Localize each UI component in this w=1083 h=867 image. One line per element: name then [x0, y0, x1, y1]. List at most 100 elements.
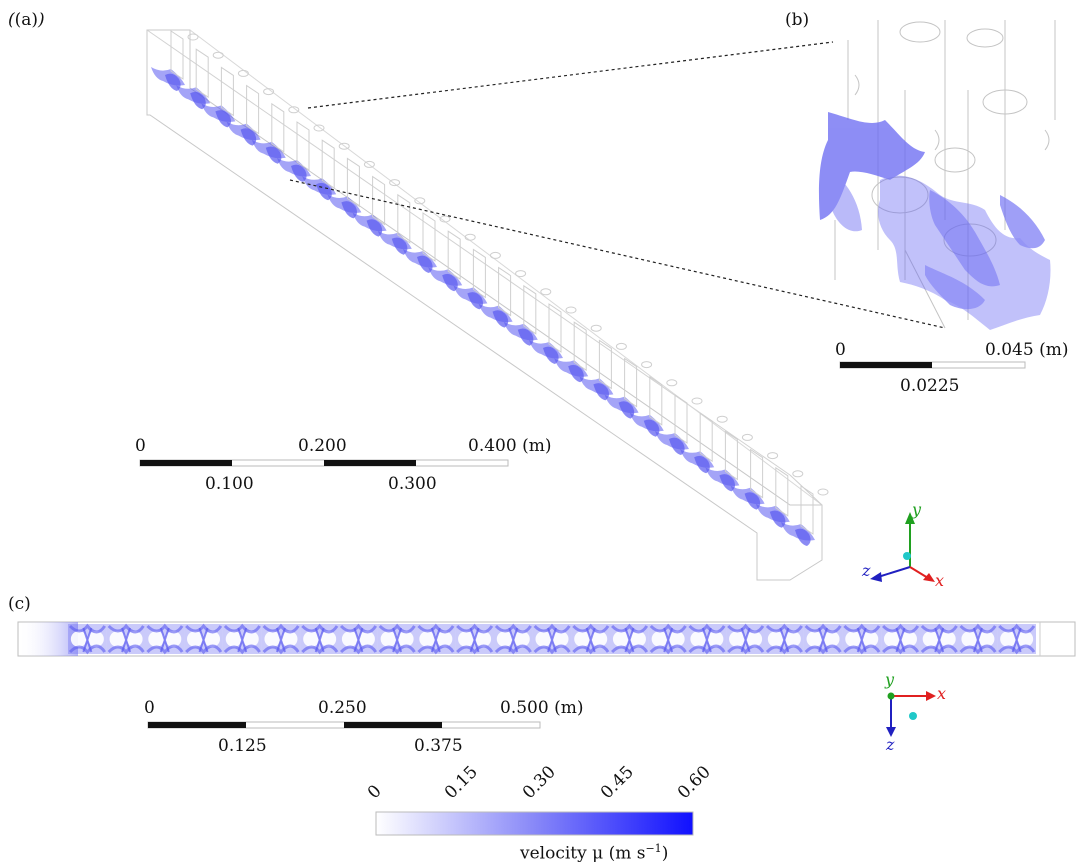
- channel-3d-view: [146, 29, 829, 581]
- flow-pattern-horizontal: [68, 623, 1036, 655]
- flow-cell: [106, 623, 146, 655]
- flow-cell: [145, 623, 185, 655]
- segment-cell: [321, 139, 335, 190]
- flow-blob: [417, 255, 433, 273]
- scalebar-c-tick-500: 0.500 (m): [500, 698, 584, 718]
- flow-cell: [493, 623, 533, 655]
- scalebar-b: [839, 361, 1026, 369]
- panel-label-b: (b): [785, 10, 810, 30]
- segment-hole: [792, 470, 804, 478]
- panel-label-c: (c): [8, 594, 31, 614]
- segment-hole: [691, 397, 703, 405]
- segment-hole: [464, 233, 476, 241]
- flow-blob: [391, 237, 408, 255]
- segment-cell: [372, 175, 386, 226]
- flow-cell: [610, 623, 649, 655]
- segment-hole: [741, 433, 753, 441]
- segment-hole: [389, 179, 401, 187]
- flow-cell: [261, 623, 301, 655]
- segment-hole: [515, 270, 527, 278]
- scalebar-c-tick-125: 0.125: [218, 736, 267, 756]
- segment-cell: [170, 30, 184, 80]
- segment-cell: [800, 485, 814, 535]
- flow-cell: [300, 623, 340, 655]
- flow-blob: [744, 492, 761, 510]
- flow-cell: [222, 623, 262, 655]
- segment-hole: [666, 379, 678, 387]
- flow-blob: [165, 73, 181, 91]
- flow-blob: [618, 401, 635, 419]
- scalebar-b-tick-0: 0: [835, 340, 846, 360]
- flow-streak-diagonal: [151, 67, 815, 546]
- segment-cell: [271, 102, 285, 153]
- flow-blob: [442, 273, 458, 292]
- segment-hole: [338, 142, 350, 150]
- flow-blob: [719, 474, 735, 492]
- flow-blob: [215, 110, 231, 128]
- flow-cell: [571, 623, 611, 655]
- flow-cell: [68, 623, 107, 655]
- flow-cell: [416, 623, 456, 655]
- flow-cell: [958, 623, 998, 655]
- colorbar-gradient: [375, 811, 694, 836]
- scalebar-b-tick-0225: 0.0225: [900, 376, 960, 396]
- flow-cell: [881, 623, 920, 655]
- segment-hole: [615, 342, 627, 350]
- flow-cell: [377, 623, 417, 655]
- segment-hole: [237, 69, 249, 77]
- segment-hole: [767, 452, 779, 460]
- scalebar-c-tick-250: 0.250: [318, 698, 367, 718]
- segment-cell: [220, 66, 234, 117]
- axis-c-y-label: y: [885, 670, 895, 689]
- flow-blob: [341, 201, 357, 219]
- segment-cell: [649, 375, 663, 426]
- segment-cell: [523, 284, 537, 335]
- flow-blob: [265, 146, 282, 164]
- axis-triad-a: [870, 512, 935, 582]
- segment-cell: [422, 212, 436, 262]
- segment-hole: [212, 51, 224, 59]
- segment-hole: [439, 215, 451, 223]
- segment-cell: [724, 430, 738, 481]
- flow-blob: [240, 128, 257, 146]
- flow-blob: [366, 219, 383, 237]
- flow-cell: [532, 623, 572, 655]
- axis-a-z-label: z: [862, 561, 871, 580]
- segment-cell: [699, 412, 713, 463]
- colorbar: [375, 811, 694, 836]
- segment-cell: [296, 121, 310, 171]
- segment-hole: [641, 361, 653, 369]
- segment-cell: [472, 248, 486, 299]
- segment-hole: [716, 415, 728, 423]
- segment-hole: [187, 33, 199, 41]
- axis-c-x-label: x: [937, 684, 947, 703]
- axis-a-y-label: y: [912, 500, 922, 519]
- axis-triad-c: [886, 691, 936, 737]
- flow-cell: [919, 623, 959, 655]
- segment-cell: [195, 48, 209, 99]
- flow-blob: [669, 437, 685, 455]
- segment-hole: [263, 88, 275, 96]
- scalebar-c: [147, 721, 541, 729]
- flow-cell: [648, 623, 688, 655]
- flow-cell: [997, 623, 1036, 655]
- axis-a-x-label: x: [935, 571, 945, 590]
- segment-cell: [674, 394, 688, 444]
- channel-top-view: [17, 621, 1076, 657]
- segment-cell: [498, 266, 512, 317]
- flow-blob: [543, 346, 559, 364]
- flow-blob: [593, 383, 609, 401]
- segment-hole: [313, 124, 325, 132]
- flow-cell: [842, 623, 882, 655]
- flow-cell: [764, 623, 804, 655]
- scalebar-a-tick-0: 0: [135, 436, 146, 456]
- flow-cell: [455, 623, 494, 655]
- flow-blob: [568, 364, 584, 383]
- flow-cell: [339, 623, 378, 655]
- flow-blob: [291, 164, 307, 182]
- segment-cell: [447, 230, 461, 281]
- scalebar-a-tick-400: 0.400 (m): [468, 436, 552, 456]
- segment-hole: [489, 251, 501, 259]
- segment-cells: [170, 30, 829, 535]
- zoom-line-bottom: [289, 179, 946, 329]
